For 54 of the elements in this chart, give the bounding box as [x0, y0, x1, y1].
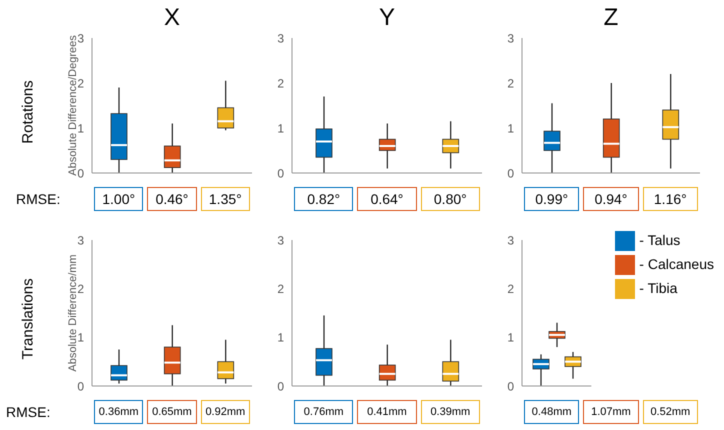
- text: 0.65mm: [147, 400, 197, 424]
- y-tick-label: 2: [507, 76, 514, 90]
- y-tick-label: 0: [507, 166, 514, 180]
- y-tick-label: 2: [77, 76, 84, 90]
- text: 0.41mm: [357, 400, 417, 424]
- y-tick-label: 2: [507, 282, 514, 296]
- y-tick-label: 3: [507, 233, 514, 248]
- text: 0.64°: [357, 187, 417, 211]
- y-tick-label: 3: [277, 233, 284, 248]
- y-tick-label: 2: [277, 282, 284, 296]
- y-tick-label: 1: [507, 330, 514, 345]
- text: 1.35°: [200, 187, 250, 211]
- legend-label: - Tibia: [639, 280, 678, 296]
- y-tick-label: 3: [277, 31, 284, 46]
- y-tick-label: 1: [277, 121, 284, 136]
- text: RMSE:: [16, 191, 60, 207]
- text: 0.82°: [294, 187, 354, 211]
- y-tick-label: 2: [77, 282, 84, 296]
- y-axis-title: Absolute Difference/mm: [66, 254, 79, 372]
- text: RMSE:: [6, 404, 50, 420]
- text: 0.76mm: [294, 400, 354, 424]
- text: Translations: [20, 278, 36, 360]
- y-tick-label: 1: [277, 330, 284, 345]
- text: 1.16°: [642, 187, 698, 211]
- legend-label: - Calcaneus: [639, 256, 714, 272]
- y-tick-label: 1: [77, 121, 84, 136]
- y-tick-label: 0: [507, 379, 514, 394]
- y-tick-label: 0: [77, 166, 84, 180]
- legend-label: - Talus: [639, 232, 680, 248]
- text: 0.80°: [420, 187, 480, 211]
- text: 0.39mm: [420, 400, 480, 424]
- y-tick-label: 1: [507, 121, 514, 136]
- y-tick-label: 1: [77, 330, 84, 345]
- text: 0.94°: [583, 187, 639, 211]
- text: Rotations: [20, 80, 36, 144]
- text: 1.00°: [94, 187, 144, 211]
- y-tick-label: 0: [277, 379, 284, 394]
- chart-title: Y: [378, 4, 396, 32]
- y-tick-label: 0: [277, 166, 284, 180]
- text: 1.07mm: [583, 400, 639, 424]
- text: 0.36mm: [94, 400, 144, 424]
- text: 0.46°: [147, 187, 197, 211]
- y-tick-label: 0: [77, 379, 84, 394]
- y-tick-label: 3: [507, 31, 514, 46]
- text: 0.92mm: [200, 400, 250, 424]
- chart-title: Z: [602, 4, 620, 32]
- text: 0.99°: [524, 187, 580, 211]
- y-tick-label: 3: [77, 233, 84, 248]
- chart-title: X: [162, 4, 181, 32]
- y-axis-title: Absolute Difference/Degrees: [66, 34, 79, 176]
- y-tick-label: 3: [77, 31, 84, 46]
- text: 0.52mm: [642, 400, 698, 424]
- text: 0.48mm: [524, 400, 580, 424]
- y-tick-label: 2: [277, 76, 284, 90]
